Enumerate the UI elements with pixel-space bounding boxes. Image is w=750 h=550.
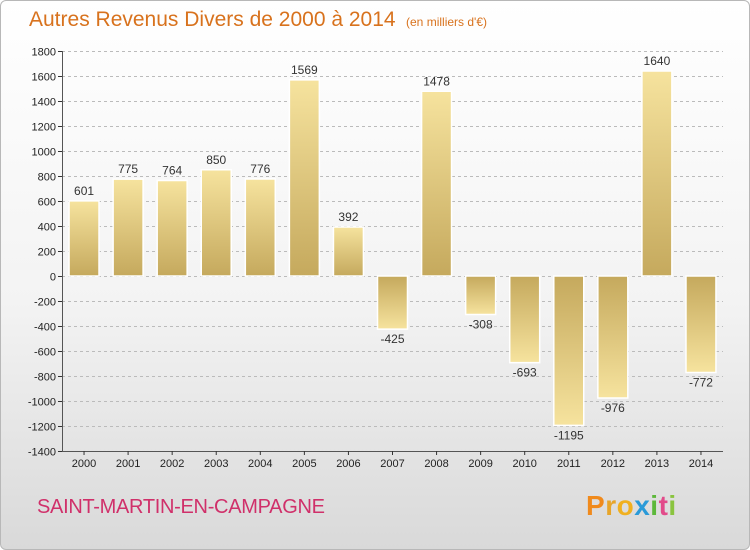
data-label-2004: 776 [250, 162, 270, 176]
data-label-2001: 775 [118, 162, 138, 176]
logo-letter: o [616, 490, 635, 521]
y-tick-label: 200 [38, 247, 56, 259]
y-tick-label: 0 [50, 272, 56, 284]
y-tick-label: 600 [38, 197, 56, 209]
data-label-2000: 601 [74, 184, 94, 198]
y-tick-label: -800 [34, 372, 56, 384]
y-tick-label: 400 [38, 222, 56, 234]
logo-letter: t [658, 490, 669, 521]
logo-letter: P [586, 490, 606, 521]
x-tick-label: 2004 [248, 458, 272, 470]
bar-2006 [332, 226, 365, 277]
data-label-2014: -772 [689, 376, 713, 390]
bar-2009 [464, 275, 497, 316]
x-tick-label: 2005 [292, 458, 316, 470]
logo-letter: x [634, 490, 651, 521]
y-tick-label: 1000 [32, 147, 56, 159]
bar-2005 [288, 79, 321, 277]
y-tick-label: -200 [34, 297, 56, 309]
bar-2010 [508, 275, 541, 364]
bar-2003 [200, 169, 232, 277]
x-tick-label: 2006 [336, 458, 360, 470]
bar-2011 [553, 275, 585, 427]
x-tick-label: 2007 [380, 458, 404, 470]
x-tick-label: 2002 [160, 458, 184, 470]
x-tick-label: 2001 [116, 458, 140, 470]
data-label-2013: 1640 [644, 54, 671, 68]
data-label-2009: -308 [469, 318, 493, 332]
data-label-2011: -1195 [554, 428, 584, 442]
label-layer: 601 775 764 850 776 1569 392 -425 1478 -308 -693 -1… [74, 54, 713, 442]
logo-letter: r [605, 490, 617, 521]
logo-letter: i [668, 490, 677, 521]
bar-2012 [597, 275, 629, 399]
y-tick-label: 1800 [32, 47, 56, 59]
bar-2002 [156, 179, 188, 277]
title-row: Autres Revenus Divers de 2000 à 2014 (en… [29, 8, 487, 32]
data-label-2005: 1569 [291, 63, 318, 77]
bar-2004 [244, 178, 277, 277]
data-label-2012: -976 [601, 401, 625, 415]
x-tick-label: 2003 [204, 458, 228, 470]
x-tick-label: 2013 [645, 458, 669, 470]
bar-2000 [68, 200, 100, 277]
bar-2013 [641, 70, 673, 277]
y-tick-label: 1600 [32, 72, 56, 84]
y-tick-label: 800 [38, 172, 56, 184]
y-tick-label: -1200 [28, 422, 56, 434]
y-tick-label: 1400 [32, 97, 56, 109]
data-label-2006: 392 [338, 210, 358, 224]
x-tick-label: 2009 [468, 458, 492, 470]
bar-2007 [376, 275, 409, 330]
data-label-2010: -693 [513, 366, 537, 380]
x-tick-label: 2010 [512, 458, 536, 470]
chart-subtitle: (en milliers d'€) [406, 15, 487, 29]
x-tick-label: 2012 [601, 458, 625, 470]
chart-title: Autres Revenus Divers de 2000 à 2014 [29, 8, 396, 31]
data-label-2003: 850 [206, 153, 226, 167]
data-label-2002: 764 [162, 164, 182, 178]
bar-2014 [685, 275, 717, 374]
bar-layer [68, 70, 717, 427]
bar-2001 [112, 178, 144, 277]
proxiti-logo[interactable]: Proxiti [586, 490, 677, 522]
x-tick-label: 2000 [72, 458, 96, 470]
y-tick-label: 1200 [32, 122, 56, 134]
axis-layer: 180016001400120010008006004002000-200-40… [28, 47, 723, 470]
y-tick-label: -400 [34, 322, 56, 334]
logo-letter: i [650, 490, 659, 521]
x-tick-label: 2008 [424, 458, 448, 470]
x-tick-label: 2014 [689, 458, 713, 470]
y-tick-label: -1000 [28, 397, 56, 409]
data-label-2007: -425 [380, 332, 404, 346]
y-tick-label: -1400 [28, 447, 56, 459]
y-tick-label: -600 [34, 347, 56, 359]
bar-2008 [420, 90, 453, 277]
commune-name: SAINT-MARTIN-EN-CAMPAGNE [37, 496, 325, 518]
x-tick-label: 2011 [557, 458, 581, 470]
data-label-2008: 1478 [423, 74, 450, 88]
